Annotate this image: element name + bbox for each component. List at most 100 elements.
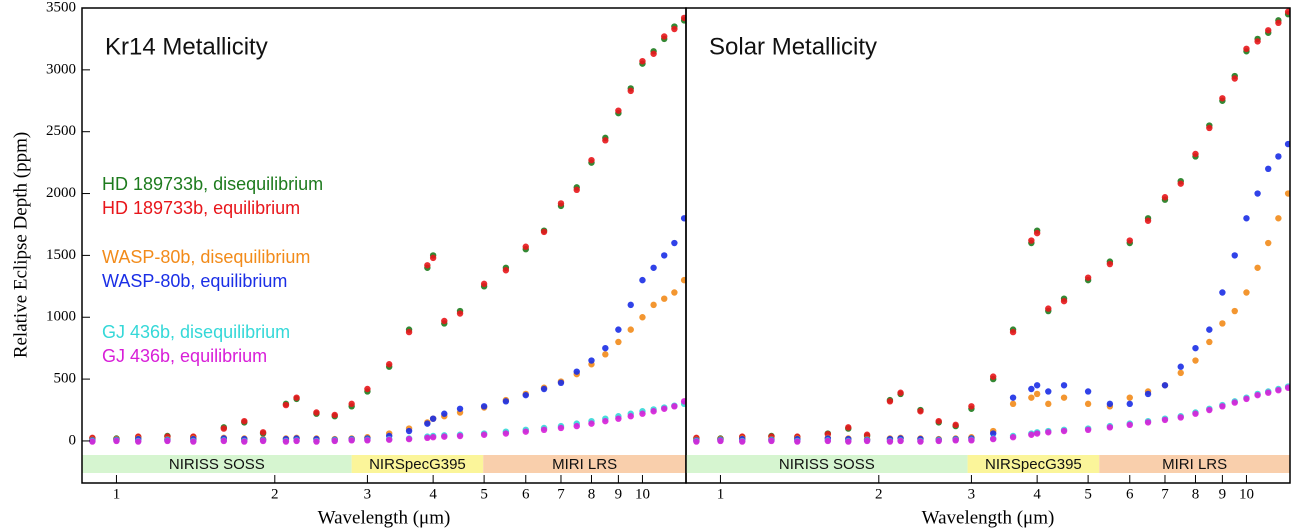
data-point [282, 438, 290, 445]
data-point [313, 438, 320, 445]
data-point [1028, 431, 1035, 438]
data-point [259, 429, 267, 436]
data-point [588, 156, 595, 164]
data-point [717, 437, 724, 445]
data-point [1275, 19, 1282, 27]
band-label: MIRI LRS [1162, 456, 1227, 473]
x-tick-label: 7 [1161, 486, 1169, 502]
band-label: NIRISS SOSS [169, 456, 265, 473]
data-point [1028, 237, 1035, 244]
data-point [1161, 382, 1169, 389]
data-point [1231, 75, 1238, 82]
x-tick-label: 4 [429, 486, 437, 502]
data-point [917, 408, 924, 415]
legend-entry: GJ 436b, disequilibrium [102, 322, 290, 342]
data-point [1009, 394, 1017, 401]
x-tick-label: 2 [875, 486, 883, 502]
data-point [1126, 400, 1133, 408]
data-point [1265, 165, 1272, 173]
data-point [1254, 391, 1261, 399]
y-tick-label: 1000 [46, 309, 76, 325]
data-point [1254, 264, 1261, 271]
data-point [313, 409, 320, 416]
panel-title: Solar Metallicity [709, 33, 877, 60]
data-point [1106, 260, 1114, 268]
data-point [1060, 382, 1068, 389]
data-point [348, 400, 355, 408]
data-point [385, 361, 393, 368]
data-point [480, 431, 488, 438]
data-point [1284, 384, 1290, 391]
x-tick-label: 4 [1033, 486, 1041, 502]
data-point [405, 435, 413, 443]
data-point [588, 357, 595, 364]
data-point [588, 420, 595, 427]
data-point [456, 310, 464, 317]
y-tick-label: 2000 [46, 185, 76, 201]
data-point [190, 438, 197, 445]
data-point [886, 438, 894, 445]
data-point [639, 276, 646, 284]
data-point [863, 437, 871, 445]
data-point [661, 252, 668, 259]
data-point [897, 437, 904, 445]
data-point [650, 50, 657, 57]
data-point [1243, 215, 1250, 222]
data-point [671, 239, 678, 247]
x-tick-label: 3 [364, 486, 372, 502]
data-point [522, 391, 529, 399]
data-point [615, 107, 622, 114]
data-point [1231, 252, 1238, 259]
y-axis-label: Relative Eclipse Depth (ppm) [10, 132, 31, 358]
y-tick-label: 3000 [46, 61, 76, 77]
data-point [1045, 388, 1052, 395]
data-point [1009, 400, 1017, 408]
legend-entry: WASP-80b, equilibrium [102, 271, 287, 291]
data-point [540, 426, 548, 434]
legend-entry: WASP-80b, disequilibrium [102, 247, 310, 267]
data-point [1177, 369, 1184, 377]
data-point [952, 437, 959, 444]
plot-area [686, 8, 1290, 473]
data-point [1206, 326, 1213, 333]
x-axis-label: Wavelength (μm) [922, 507, 1055, 528]
data-point [1009, 328, 1017, 336]
x-tick-label: 5 [480, 486, 488, 502]
band-label: MIRI LRS [552, 456, 617, 473]
legend-entry: HD 189733b, disequilibrium [102, 174, 323, 194]
instrument-band [1099, 455, 1290, 473]
data-point [1192, 344, 1199, 352]
data-point [1126, 421, 1133, 429]
data-point [241, 417, 248, 425]
data-point [693, 438, 700, 445]
data-point [480, 280, 488, 288]
data-point [1028, 394, 1035, 401]
data-point [1275, 153, 1282, 160]
x-tick-label: 6 [522, 486, 530, 502]
x-tick-label: 9 [1219, 486, 1227, 502]
data-point [1009, 434, 1017, 441]
data-point [424, 262, 431, 269]
data-point [1192, 410, 1199, 417]
data-point [540, 385, 548, 393]
data-point [1192, 357, 1199, 364]
plot-frame [685, 7, 1291, 484]
data-point [1177, 363, 1184, 370]
panel-title: Kr14 Metallicity [105, 33, 268, 60]
data-point [671, 25, 678, 33]
data-point [1106, 400, 1114, 408]
data-point [615, 338, 622, 346]
data-point [429, 415, 437, 422]
data-point [968, 437, 975, 444]
data-point [348, 437, 355, 444]
data-point [1284, 190, 1290, 197]
data-point [364, 437, 371, 444]
instrument-band [686, 455, 968, 473]
data-point [615, 415, 622, 422]
data-point [602, 351, 609, 358]
legend-entry: HD 189733b, equilibrium [102, 198, 300, 218]
data-point [259, 437, 267, 445]
band-label: NIRSpecG395 [369, 456, 466, 473]
data-point [540, 228, 548, 236]
